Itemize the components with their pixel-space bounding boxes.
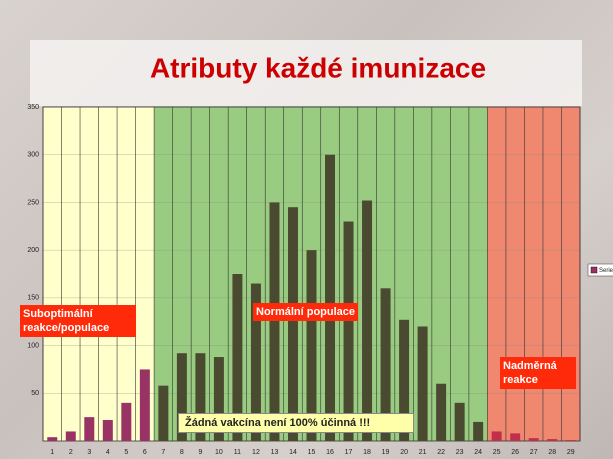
bar xyxy=(418,326,428,441)
x-tick-label: 22 xyxy=(437,449,445,456)
x-tick-label: 6 xyxy=(143,449,147,456)
bar xyxy=(510,433,520,441)
x-tick-label: 14 xyxy=(289,449,297,456)
x-tick-label: 13 xyxy=(271,449,279,456)
bar xyxy=(473,422,483,441)
x-tick-label: 21 xyxy=(419,449,427,456)
y-tick-label: 50 xyxy=(31,390,39,397)
bar xyxy=(436,384,446,441)
x-tick-label: 19 xyxy=(382,449,390,456)
x-tick-label: 1 xyxy=(50,449,54,456)
bar xyxy=(103,420,113,441)
x-tick-label: 7 xyxy=(161,449,165,456)
bar xyxy=(121,403,131,441)
x-tick-label: 27 xyxy=(530,449,538,456)
x-tick-label: 29 xyxy=(567,449,575,456)
chart-title: Atributy každé imunizace xyxy=(150,52,486,83)
slide: Atributy každé imunizace 50 100 150 200 250 3… xyxy=(0,0,613,459)
bar xyxy=(529,438,539,441)
bar xyxy=(325,155,335,441)
x-tick-label: 18 xyxy=(363,449,371,456)
annotation: Žádná vakcína není 100% účinná !!! xyxy=(178,413,414,433)
x-tick-label: 2 xyxy=(69,449,73,456)
x-tick-label: 9 xyxy=(198,449,202,456)
bar xyxy=(547,439,557,441)
bar xyxy=(362,201,372,441)
x-tick-label: 16 xyxy=(326,449,334,456)
x-tick-label: 20 xyxy=(400,449,408,456)
y-tick-label: 250 xyxy=(27,199,39,206)
x-tick-label: 10 xyxy=(215,449,223,456)
y-tick-label: 300 xyxy=(27,152,39,159)
x-tick-label: 25 xyxy=(493,449,501,456)
bar xyxy=(158,386,168,441)
legend-label: Serie xyxy=(599,268,613,274)
zone-label: Suboptimální reakce/populace xyxy=(20,305,136,337)
legend-swatch xyxy=(591,267,597,273)
bar xyxy=(269,202,279,441)
x-tick-label: 8 xyxy=(180,449,184,456)
x-tick-label: 4 xyxy=(106,449,110,456)
x-tick-label: 24 xyxy=(474,449,482,456)
x-tick-label: 15 xyxy=(308,449,316,456)
bar xyxy=(66,431,76,441)
bar xyxy=(492,431,502,441)
bar xyxy=(455,403,465,441)
x-tick-label: 26 xyxy=(511,449,519,456)
bar xyxy=(47,437,57,441)
bar xyxy=(288,207,298,441)
y-tick-label: 150 xyxy=(27,295,39,302)
y-tick-label: 200 xyxy=(27,247,39,254)
x-tick-label: 3 xyxy=(87,449,91,456)
bar xyxy=(344,222,354,441)
bar xyxy=(566,440,576,441)
x-tick-label: 11 xyxy=(234,449,241,456)
bar xyxy=(84,417,94,441)
zone-label: Nadměrná reakce xyxy=(500,357,576,389)
zone-background xyxy=(487,107,580,441)
chart: Atributy každé imunizace 50 100 150 200 250 3… xyxy=(0,0,613,459)
x-tick-label: 12 xyxy=(252,449,260,456)
y-tick-label: 100 xyxy=(27,342,39,349)
x-tick-label: 28 xyxy=(548,449,556,456)
zone-label: Normální populace xyxy=(253,303,358,321)
x-tick-label: 5 xyxy=(124,449,128,456)
y-tick-label: 350 xyxy=(27,104,39,111)
x-tick-label: 23 xyxy=(456,449,464,456)
bar xyxy=(140,369,150,441)
x-tick-label: 17 xyxy=(345,449,353,456)
